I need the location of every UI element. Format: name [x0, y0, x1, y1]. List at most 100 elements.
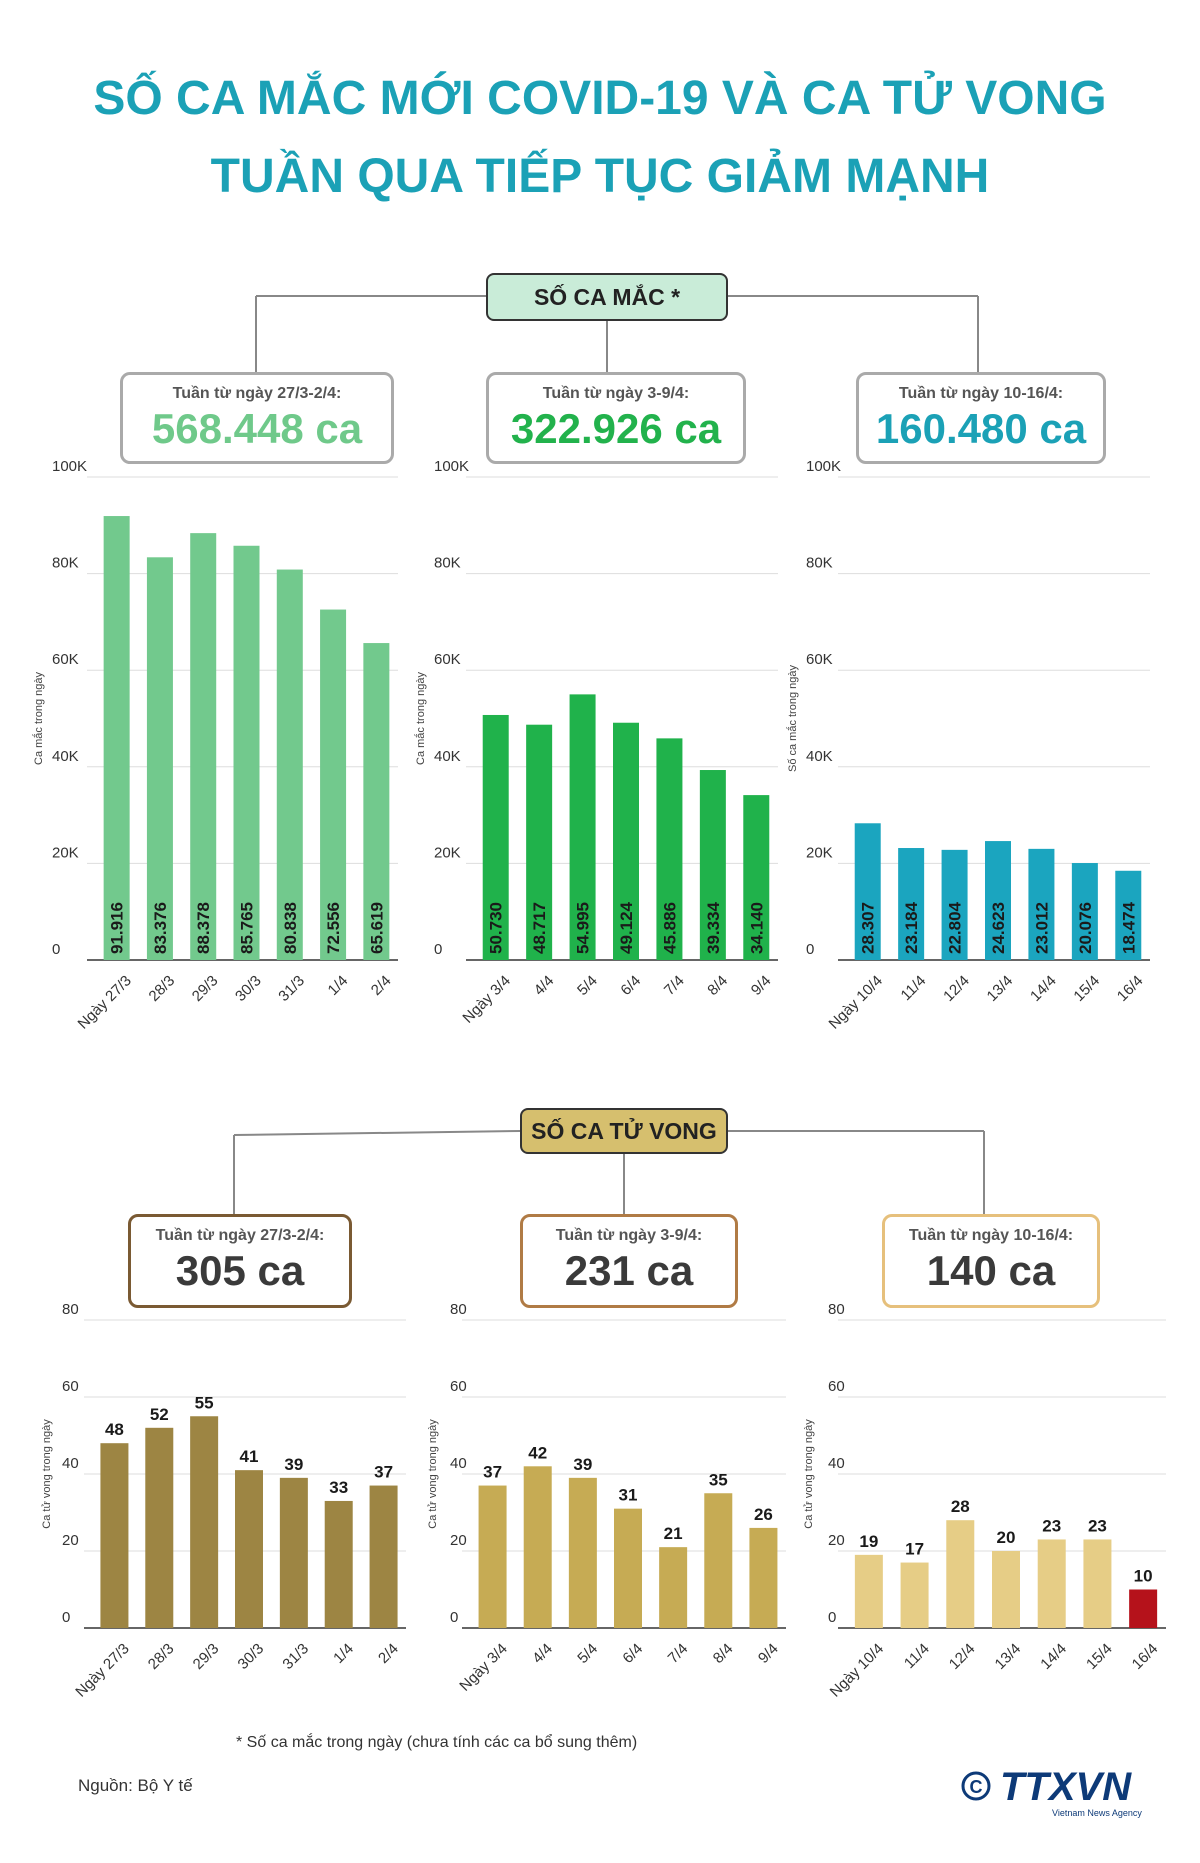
chart-3-xtick-7: 16/4 — [1114, 972, 1147, 1005]
chart-2-bar-7 — [743, 795, 770, 960]
svg-text:C: C — [970, 1777, 983, 1797]
chart-6-xtick-4: 13/4 — [992, 1640, 1025, 1673]
deaths-total-value-3: 140 ca — [926, 1247, 1056, 1294]
chart-4-ytick-3: 60 — [62, 1378, 79, 1395]
chart-2-bar-1 — [482, 714, 509, 960]
chart-6-xtick-7: 16/4 — [1129, 1640, 1162, 1673]
logo-text: TTXVN — [1000, 1765, 1132, 1809]
chart-2-xtick-4: 6/4 — [617, 972, 644, 999]
chart-4-xtick-4: 30/3 — [235, 1640, 268, 1673]
chart-1-ytick-0: 0 — [52, 941, 60, 958]
chart-1-bar-6 — [320, 609, 347, 960]
chart-2-value-label-4: 49.124 — [617, 901, 636, 954]
chart-6-value-label-7: 10 — [1134, 1567, 1153, 1586]
chart-5-bar-4 — [614, 1508, 642, 1628]
deaths-total-box-3: Tuần từ ngày 10-16/4: 140 ca — [882, 1214, 1100, 1308]
chart-4-bar-7 — [369, 1485, 398, 1628]
deaths-total-label-1: Tuần từ ngày 27/3-2/4: — [155, 1227, 325, 1244]
page-title: SỐ CA MẮC MỚI COVID-19 VÀ CA TỬ VONG TUẦ… — [0, 60, 1200, 216]
chart-1-value-label-4: 85.765 — [238, 902, 257, 954]
chart-6-ytick-4: 80 — [828, 1301, 845, 1318]
chart-4-ytick-2: 40 — [62, 1455, 79, 1472]
chart-4-ytick-0: 0 — [62, 1609, 70, 1626]
chart-2-value-label-5: 45.886 — [660, 902, 679, 954]
chart-2-xtick-7: 9/4 — [748, 972, 775, 999]
chart-3-xtick-1: Ngày 10/4 — [826, 972, 886, 1032]
chart-5-bar-2 — [523, 1466, 552, 1628]
deaths-total-box-2: Tuần từ ngày 3-9/4: 231 ca — [520, 1214, 738, 1308]
chart-1-ylabel: Ca mắc trong ngày — [32, 672, 45, 765]
chart-5-bar-3 — [568, 1477, 597, 1628]
chart-2-ytick-2: 40K — [434, 748, 461, 765]
chart-2-bar-3 — [569, 694, 596, 960]
chart-5-bar-7 — [749, 1527, 778, 1628]
chart-5-value-label-5: 21 — [664, 1524, 683, 1543]
chart-3-ytick-1: 20K — [806, 844, 833, 861]
deaths-total-label-3: Tuần từ ngày 10-16/4: — [908, 1227, 1074, 1244]
chart-1-bar-7 — [363, 643, 390, 960]
chart-3-ytick-0: 0 — [806, 941, 814, 958]
cases-total-label-1: Tuần từ ngày 27/3-2/4: — [172, 385, 342, 402]
chart-2-value-label-7: 34.140 — [747, 902, 766, 954]
chart-6-value-label-4: 20 — [997, 1528, 1016, 1547]
chart-4-value-label-2: 52 — [150, 1405, 169, 1424]
chart-1-value-label-2: 83.376 — [151, 902, 170, 954]
chart-4-xtick-7: 2/4 — [375, 1640, 402, 1667]
chart-6-bar-7 — [1129, 1589, 1158, 1628]
chart-2-ytick-1: 20K — [434, 844, 461, 861]
chart-4-bar-1 — [100, 1443, 129, 1628]
chart-5-xtick-6: 8/4 — [710, 1640, 737, 1667]
title-line-1: SỐ CA MẮC MỚI COVID-19 VÀ CA TỬ VONG — [93, 72, 1107, 125]
chart-1-value-label-1: 91.916 — [108, 902, 127, 954]
chart-1-xtick-6: 1/4 — [325, 972, 352, 999]
cases-total-value-3: 160.480 ca — [875, 405, 1087, 452]
chart-6-ytick-0: 0 — [828, 1609, 836, 1626]
chart-6-ytick-2: 40 — [828, 1455, 845, 1472]
chart-6-xtick-2: 11/4 — [901, 1640, 933, 1672]
ttxvn-logo: C TTXVN Vietnam News Agency — [961, 1765, 1142, 1818]
chart-1-bar-1 — [103, 516, 130, 960]
chart-5-ylabel: Ca tử vong trong ngày — [427, 1419, 439, 1529]
chart-6-xtick-5: 14/4 — [1037, 1640, 1070, 1673]
chart-2-value-label-3: 54.995 — [574, 902, 593, 954]
chart-2-xtick-2: 4/4 — [531, 972, 558, 999]
chart-5-value-label-1: 37 — [483, 1463, 502, 1482]
chart-5-value-label-2: 42 — [528, 1443, 547, 1462]
chart-4-xtick-2: 28/3 — [145, 1640, 178, 1673]
chart-6-ytick-3: 60 — [828, 1378, 845, 1395]
chart-4-value-label-5: 39 — [284, 1455, 303, 1474]
chart-3-xtick-4: 13/4 — [984, 972, 1017, 1005]
connector-line-6 — [233, 1130, 521, 1136]
chart-3-xtick-3: 12/4 — [940, 972, 973, 1005]
chart-5-value-label-6: 35 — [709, 1470, 728, 1489]
chart-4-value-label-6: 33 — [329, 1478, 348, 1497]
chart-1-value-label-5: 80.838 — [281, 902, 300, 954]
cases-header-label: SỐ CA MẮC * — [533, 283, 681, 310]
chart-4-ytick-4: 80 — [62, 1301, 79, 1318]
chart-6-value-label-5: 23 — [1042, 1516, 1061, 1535]
chart-1-value-label-7: 65.619 — [367, 902, 386, 954]
chart-6-ylabel: Ca tử vong trong ngày — [803, 1419, 815, 1529]
chart-5-value-label-7: 26 — [754, 1505, 773, 1524]
chart-3-value-label-3: 22.804 — [946, 901, 965, 954]
chart-5-xtick-3: 5/4 — [574, 1640, 601, 1667]
chart-5-ytick-3: 60 — [450, 1378, 467, 1395]
chart-1-xtick-5: 31/3 — [275, 972, 308, 1005]
chart-5-ytick-1: 20 — [450, 1532, 467, 1549]
chart-2-ytick-0: 0 — [434, 941, 442, 958]
chart-6-xtick-3: 12/4 — [946, 1640, 979, 1673]
chart-3-value-label-4: 24.623 — [989, 902, 1008, 954]
chart-4-bar-4 — [235, 1470, 263, 1628]
chart-1-xtick-4: 30/3 — [232, 972, 265, 1005]
cases-total-box-3: Tuần từ ngày 10-16/4: 160.480 ca — [856, 372, 1106, 464]
chart-5-bar-5 — [659, 1547, 688, 1628]
chart-3-bar-2 — [898, 848, 925, 960]
cases-total-value-2: 322.926 ca — [510, 405, 722, 452]
deaths-total-box-1: Tuần từ ngày 27/3-2/4: 305 ca — [128, 1214, 352, 1308]
chart-2-value-label-1: 50.730 — [487, 902, 506, 954]
cases-total-box-2: Tuần từ ngày 3-9/4: 322.926 ca — [486, 372, 746, 464]
chart-2-ytick-4: 80K — [434, 555, 461, 572]
chart-6-bar-3 — [946, 1520, 975, 1628]
chart-2-xtick-5: 7/4 — [661, 972, 688, 999]
